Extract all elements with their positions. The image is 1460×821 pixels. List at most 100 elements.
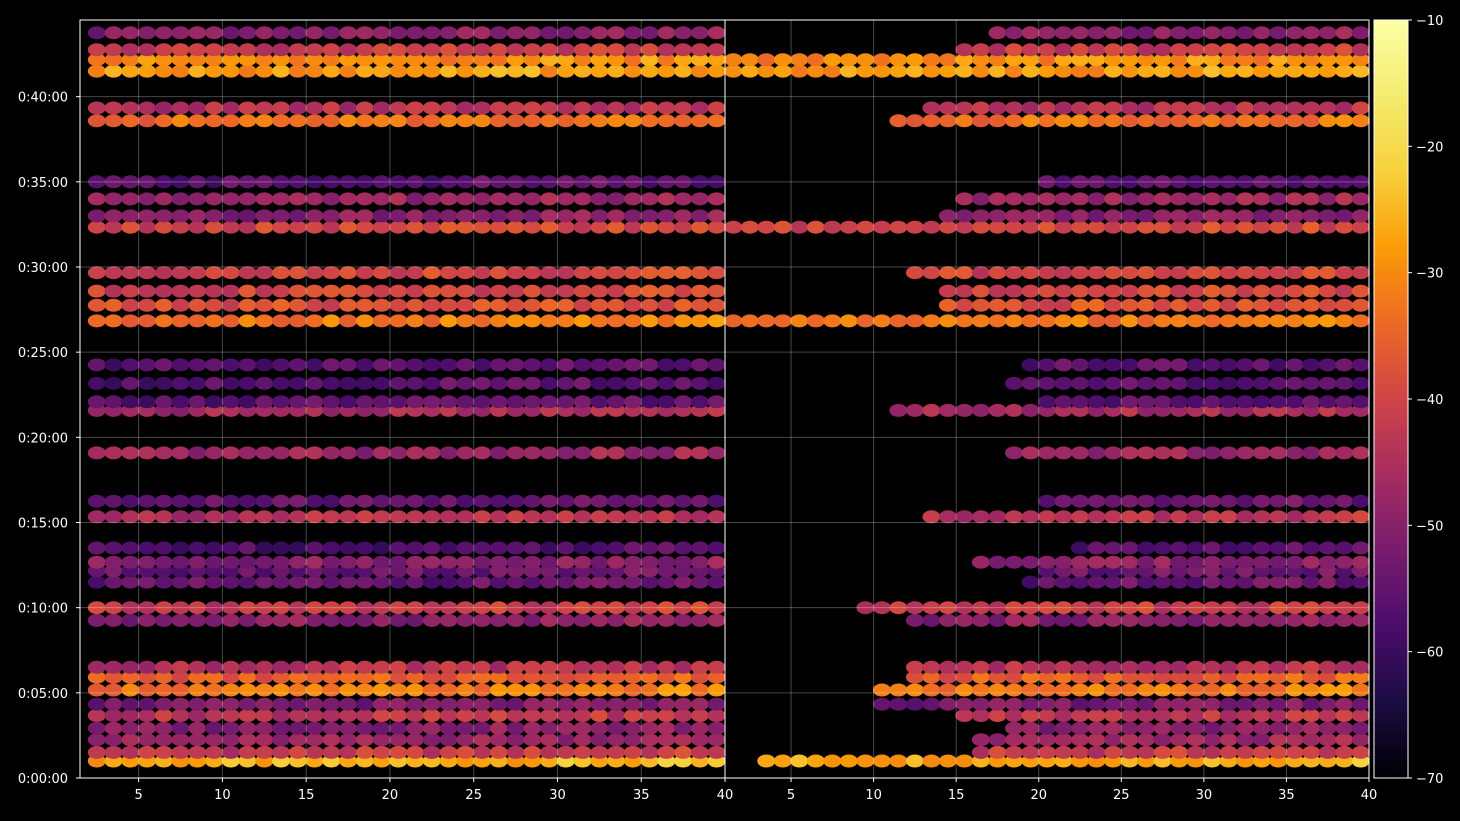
heatmap-cell (640, 601, 659, 615)
heatmap-cell (1269, 494, 1288, 508)
heatmap-cell (255, 376, 274, 390)
x-tick-label: 10 (865, 788, 882, 803)
heatmap-cell (1285, 683, 1304, 697)
heatmap-cell (674, 358, 693, 372)
heatmap-cell (154, 192, 173, 206)
heatmap-cell (1087, 209, 1106, 223)
heatmap-cell (288, 192, 307, 206)
heatmap-cell (322, 697, 341, 711)
heatmap-cell (690, 175, 709, 189)
heatmap-cell (1005, 220, 1023, 234)
heatmap-cell (1186, 298, 1205, 312)
heatmap-cell (690, 298, 709, 312)
heatmap-cell (1021, 266, 1040, 280)
heatmap-cell (456, 555, 475, 569)
heatmap-cell (355, 358, 374, 372)
heatmap-cell (1285, 709, 1304, 722)
heatmap-cell (657, 26, 676, 40)
heatmap-cell (456, 697, 475, 711)
heatmap-cell (171, 660, 190, 674)
heatmap-cell (905, 601, 924, 615)
heatmap-cell (1269, 175, 1288, 189)
heatmap-cell (138, 314, 156, 328)
heatmap-cell (607, 510, 626, 524)
heatmap-cell (725, 53, 743, 67)
heatmap-cell (1186, 175, 1205, 189)
heatmap-cell (640, 541, 659, 555)
heatmap-cell (1170, 709, 1189, 722)
heatmap-cell (171, 209, 190, 223)
heatmap-cell (1038, 601, 1056, 615)
heatmap-cell (489, 733, 508, 747)
heatmap-cell (489, 670, 508, 684)
heatmap-cell (1137, 192, 1156, 206)
heatmap-cell (988, 613, 1007, 627)
heatmap-cell (1203, 494, 1222, 508)
heatmap-cell (938, 660, 957, 674)
heatmap-cell (154, 266, 173, 280)
heatmap-cell (489, 209, 508, 223)
heatmap-cell (489, 660, 508, 674)
heatmap-cell (674, 733, 693, 747)
heatmap-cell (1120, 298, 1139, 312)
heatmap-cell (1137, 660, 1156, 674)
heatmap-cell (690, 510, 709, 524)
heatmap-cell (188, 26, 207, 40)
heatmap-cell (1021, 403, 1040, 417)
heatmap-cell (1071, 709, 1089, 722)
heatmap-cell (1054, 446, 1073, 460)
heatmap-cell (1153, 446, 1172, 460)
heatmap-cell (725, 220, 743, 234)
heatmap-cell (955, 266, 974, 280)
heatmap-cell (1071, 314, 1089, 328)
heatmap-cell (707, 395, 725, 409)
heatmap-cell (1170, 114, 1189, 128)
heatmap-cell (1285, 266, 1304, 280)
heatmap-cell (221, 192, 240, 206)
heatmap-cell (406, 64, 425, 78)
heatmap-cell (1318, 709, 1337, 722)
heatmap-cell (1104, 613, 1123, 627)
heatmap-cell (422, 395, 441, 409)
heatmap-cell (372, 555, 391, 569)
heatmap-cell (707, 683, 725, 697)
heatmap-cell (607, 697, 626, 711)
panel-left-cells (87, 26, 725, 768)
heatmap-cell (272, 192, 290, 206)
heatmap-cell (707, 64, 725, 78)
heatmap-cell (473, 220, 492, 234)
heatmap-cell (138, 721, 156, 735)
heatmap-cell (1087, 555, 1106, 569)
heatmap-cell (1351, 220, 1369, 234)
heatmap-cell (1137, 358, 1156, 372)
heatmap-cell (422, 510, 441, 524)
heatmap-cell (1285, 43, 1304, 57)
heatmap-cell (1335, 670, 1354, 684)
heatmap-cell (121, 733, 140, 747)
heatmap-cell (205, 745, 223, 759)
heatmap-cell (154, 298, 173, 312)
heatmap-cell (406, 660, 425, 674)
heatmap-cell (439, 26, 458, 40)
heatmap-cell (1071, 358, 1089, 372)
heatmap-cell (355, 721, 374, 735)
heatmap-cell (473, 26, 492, 40)
heatmap-cell (1269, 446, 1288, 460)
heatmap-cell (456, 284, 475, 298)
heatmap-cell (406, 114, 425, 128)
heatmap-cell (556, 745, 575, 759)
heatmap-cell (1054, 575, 1073, 589)
heatmap-cell (674, 541, 693, 555)
heatmap-cell (272, 575, 290, 589)
heatmap-cell (556, 314, 575, 328)
heatmap-cell (690, 733, 709, 747)
heatmap-cell (1285, 721, 1304, 735)
heatmap-cell (154, 220, 173, 234)
heatmap-cell (188, 175, 207, 189)
heatmap-cell (1318, 575, 1337, 589)
heatmap-cell (288, 601, 307, 615)
heatmap-cell (406, 314, 425, 328)
heatmap-cell (439, 266, 458, 280)
heatmap-cell (238, 266, 257, 280)
heatmap-cell (1005, 209, 1023, 223)
